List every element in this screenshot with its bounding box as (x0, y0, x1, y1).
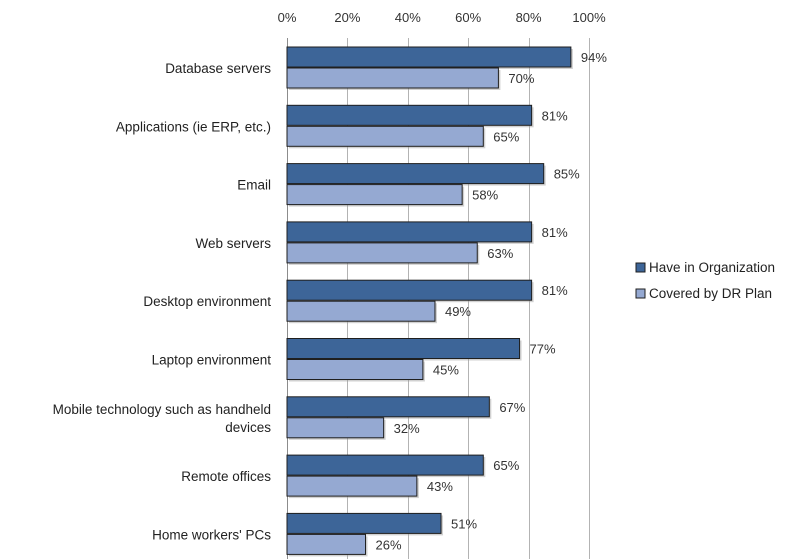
category-label: Applications (ie ERP, etc.) (116, 119, 271, 134)
data-label: 51% (451, 516, 477, 531)
data-label: 81% (542, 283, 568, 298)
data-label: 65% (493, 129, 519, 144)
x-axis-ticks: 0% 20% 40% 60% 80% 100% (278, 10, 606, 25)
category-label: Mobile technology such as handheld device… (53, 402, 272, 435)
data-label: 81% (542, 108, 568, 123)
bar-covered-by-dr-plan (287, 418, 384, 438)
data-label: 70% (508, 71, 534, 86)
data-label: 26% (376, 537, 402, 552)
legend-swatch-covered-by-dr-plan (636, 289, 645, 298)
legend-swatch-have-in-organization (636, 263, 645, 272)
data-label: 49% (445, 304, 471, 319)
bar-have-in-organization (287, 222, 532, 242)
x-tick-label: 40% (395, 10, 421, 25)
x-tick-label: 0% (278, 10, 297, 25)
data-label: 81% (542, 225, 568, 240)
data-label: 63% (487, 246, 513, 261)
category-label: Email (237, 178, 271, 193)
bar-have-in-organization (287, 280, 532, 300)
x-tick-label: 60% (455, 10, 481, 25)
data-label: 43% (427, 479, 453, 494)
bar-have-in-organization (287, 47, 571, 67)
category-labels: Database servers Applications (ie ERP, et… (53, 61, 272, 542)
bar-have-in-organization (287, 513, 441, 533)
category-label: Remote offices (181, 469, 271, 484)
bar-covered-by-dr-plan (287, 126, 483, 146)
data-label: 94% (581, 50, 607, 65)
data-label: 67% (499, 400, 525, 415)
category-label: Database servers (165, 61, 271, 76)
category-label: Web servers (195, 236, 271, 251)
data-label: 45% (433, 363, 459, 378)
x-tick-label: 20% (334, 10, 360, 25)
data-label: 85% (554, 167, 580, 182)
bar-covered-by-dr-plan (287, 476, 417, 496)
legend: Have in Organization Covered by DR Plan (636, 260, 775, 301)
x-tick-label: 80% (516, 10, 542, 25)
data-label: 65% (493, 458, 519, 473)
legend-label: Have in Organization (649, 260, 775, 275)
legend-label: Covered by DR Plan (649, 286, 772, 301)
bar-have-in-organization (287, 397, 489, 417)
data-label: 58% (472, 188, 498, 203)
bar-have-in-organization (287, 105, 532, 125)
data-label: 32% (394, 421, 420, 436)
bar-have-in-organization (287, 339, 520, 359)
data-label: 77% (530, 342, 556, 357)
x-tick-label: 100% (572, 10, 606, 25)
category-label: Laptop environment (152, 353, 272, 368)
bar-covered-by-dr-plan (287, 243, 477, 263)
bar-have-in-organization (287, 455, 483, 475)
bar-have-in-organization (287, 164, 544, 184)
category-label: Home workers' PCs (152, 527, 271, 542)
bar-covered-by-dr-plan (287, 301, 435, 321)
category-label: Desktop environment (143, 294, 271, 309)
bar-covered-by-dr-plan (287, 68, 498, 88)
bar-covered-by-dr-plan (287, 534, 366, 554)
bar-covered-by-dr-plan (287, 360, 423, 380)
bar-covered-by-dr-plan (287, 185, 462, 205)
